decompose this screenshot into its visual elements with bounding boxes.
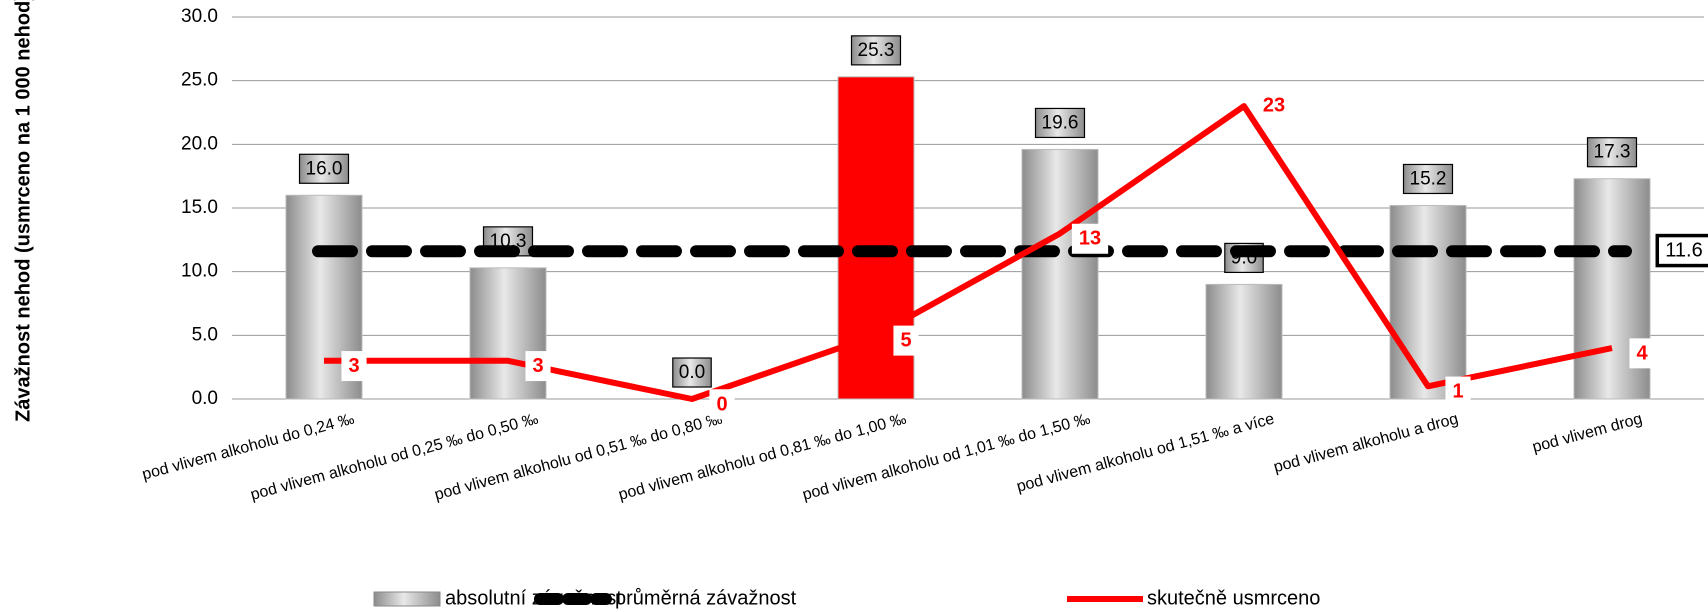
bar <box>1205 283 1283 400</box>
x-tick-label: pod vlivem drog <box>1531 411 1645 457</box>
legend-swatch <box>373 591 441 607</box>
bar-value-label: 15.2 <box>1402 163 1454 195</box>
average-value-label-text: 11.6 <box>1665 240 1702 262</box>
bar-value-label-box <box>1402 163 1454 195</box>
bar-value-label: 25.3 <box>850 35 902 66</box>
bar-value-label-text: 19.6 <box>1042 112 1079 133</box>
bar-value-label-text: 25.3 <box>858 40 895 61</box>
line-value-label: 4 <box>1629 338 1656 369</box>
bar <box>1389 204 1467 400</box>
bar-value-label-text: 16.0 <box>306 158 343 179</box>
bar-value-label-box <box>1586 137 1638 168</box>
line-value-label-text: 1 <box>1452 381 1463 403</box>
y-tick-label: 0.0 <box>192 388 218 409</box>
bar-value-label: 16.0 <box>298 153 350 184</box>
bar-value-label-box <box>1034 107 1086 139</box>
x-tick-label: pod vlivem alkoholu od 0,81 ‰ do 1,00 ‰ <box>617 411 908 504</box>
line-value-label-box <box>893 325 919 356</box>
bar-value-label: 0.0 <box>672 357 712 388</box>
average-value-label-box <box>1655 233 1708 268</box>
y-tick-label: 25.0 <box>181 70 218 91</box>
line-value-label-box <box>1445 376 1471 407</box>
bar-value-label: 17.3 <box>1586 137 1638 168</box>
line-value-label: 23 <box>1263 94 1285 116</box>
line-value-label: 3 <box>525 351 551 382</box>
line-value-label-box <box>341 351 367 382</box>
line-value-label-text: 4 <box>1636 342 1648 364</box>
y-tick-label: 30.0 <box>181 6 218 27</box>
x-tick-label: pod vlivem alkoholu od 1,01 ‰ do 1,50 ‰ <box>801 411 1092 504</box>
line-value-label-box <box>709 389 735 420</box>
line-value-label-text: 0 <box>716 393 727 415</box>
line-value-label-text: 3 <box>532 355 543 377</box>
x-tick-label: pod vlivem alkoholu od 0,25 ‰ do 0,50 ‰ <box>249 411 540 504</box>
line-value-label: 0 <box>709 389 735 420</box>
bar-value-label-box <box>672 357 712 388</box>
bar-value-label-text: 17.3 <box>1594 142 1631 163</box>
y-tick-label: 10.0 <box>181 261 218 282</box>
line-value-label-box <box>1629 338 1656 369</box>
bar-value-label-text: 0.0 <box>679 362 705 383</box>
y-axis-label: Závažnost nehod (usmrceno na 1 000 nehod… <box>12 0 34 422</box>
average-value-label: 11.6 <box>1655 233 1708 268</box>
y-tick-label: 5.0 <box>192 324 218 345</box>
line-value-label: 1 <box>1445 376 1471 407</box>
line-value-label-box <box>525 351 551 382</box>
line-value-label-text: 3 <box>348 355 359 377</box>
line-value-label: 13 <box>1071 223 1109 254</box>
legend-label: průměrná závažnost <box>615 587 797 609</box>
legend-label: skutečně usmrceno <box>1147 587 1320 609</box>
y-tick-label: 15.0 <box>181 197 218 218</box>
x-tick-label: pod vlivem alkoholu od 0,51 ‰ do 0,80 ‰ <box>433 411 724 504</box>
bar-value-label-box <box>298 153 350 184</box>
bar-value-label-box <box>850 35 902 66</box>
y-tick-label: 20.0 <box>181 133 218 154</box>
line-value-label-box <box>1071 223 1109 254</box>
bar-value-label-text: 15.2 <box>1410 168 1447 189</box>
line-value-label: 3 <box>341 351 367 382</box>
line-value-label-text: 13 <box>1079 228 1101 250</box>
line-value-label-text: 23 <box>1263 94 1285 116</box>
line-value-label-text: 5 <box>900 330 911 352</box>
bar-value-label: 19.6 <box>1034 107 1086 139</box>
line-value-label: 5 <box>893 325 919 356</box>
x-tick-label: pod vlivem alkoholu a drog <box>1272 411 1460 477</box>
bar <box>1021 148 1099 400</box>
